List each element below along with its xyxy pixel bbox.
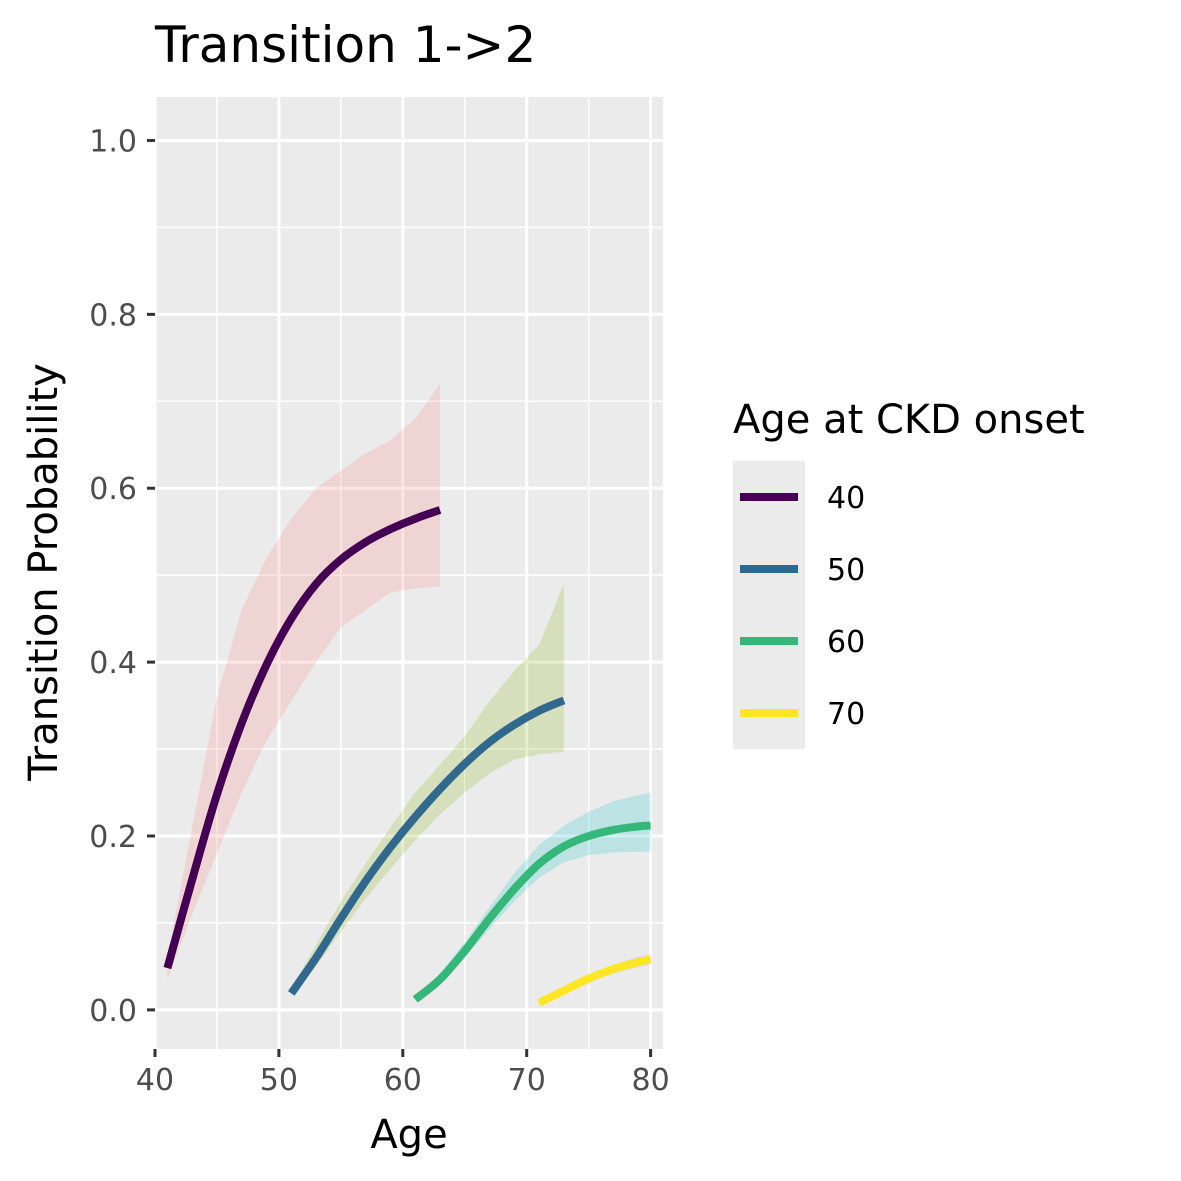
ribbon-60 [415,792,651,1002]
y-tick-label: 1.0 [89,124,137,159]
grid-lines [153,97,663,1049]
series-line-70 [537,955,652,1007]
y-tick-label: 0.0 [89,994,137,1029]
y-tick-label: 0.4 [89,646,137,681]
legend-title: Age at CKD onset [733,397,1085,443]
y-tick-label: 0.2 [89,820,137,855]
y-axis-title: Transition Probability [21,363,67,782]
legend-label-70: 70 [827,697,865,732]
y-tick-label: 0.8 [89,298,137,333]
x-tick-label: 50 [260,1063,298,1098]
x-tick-label: 60 [384,1063,422,1098]
y-tick-label: 0.6 [89,472,137,507]
y-axis: 0.0 0.2 0.4 0.6 0.8 1.0 [89,124,155,1029]
series-line-50 [287,696,566,996]
legend-label-40: 40 [827,481,865,516]
legend: Age at CKD onset 40 50 60 70 [733,397,1085,749]
series-line-40 [163,506,442,970]
x-axis: 40 50 60 70 80 [136,1049,670,1098]
x-tick-label: 80 [632,1063,670,1098]
legend-key-background [733,461,805,749]
chart-title: Transition 1->2 [154,16,536,74]
legend-label-50: 50 [827,553,865,588]
plot-panel [155,97,663,1049]
x-tick-label: 70 [508,1063,546,1098]
x-tick-label: 40 [136,1063,174,1098]
series-line-60 [412,821,651,1003]
x-axis-title: Age [370,1112,447,1158]
ribbon-40 [167,383,440,980]
legend-label-60: 60 [827,625,865,660]
series-lines [163,506,652,1007]
